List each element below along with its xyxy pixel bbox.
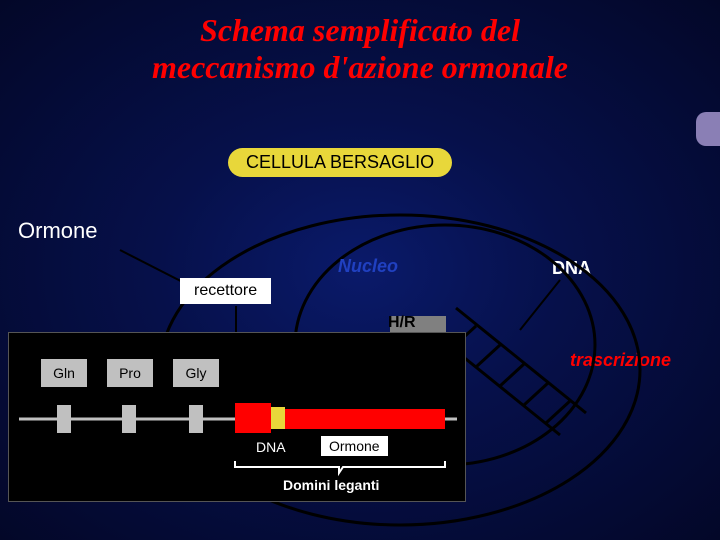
dna-rung xyxy=(524,383,548,405)
bar-yellow xyxy=(271,407,285,429)
nucleus-label: Nucleo xyxy=(338,256,398,277)
dna-rung xyxy=(476,345,500,367)
dna-rung xyxy=(546,401,570,423)
bar-dna-1 xyxy=(235,403,271,433)
dna-label-pointer xyxy=(520,280,560,330)
insert-dna-caption: DNA xyxy=(256,439,286,455)
domain-caption: Domini leganti xyxy=(283,477,379,493)
insert-panel: Gln Pro Gly DNA Ormone Domini leganti xyxy=(8,332,466,502)
insert-ormone-caption: Ormone xyxy=(321,436,388,456)
bracket xyxy=(235,461,445,473)
dna-rung xyxy=(500,364,524,386)
hr-label: H/R xyxy=(388,314,416,332)
bar-dna-2 xyxy=(285,409,445,429)
dna-rail-2 xyxy=(456,308,586,413)
receptor-label: recettore xyxy=(180,278,271,304)
